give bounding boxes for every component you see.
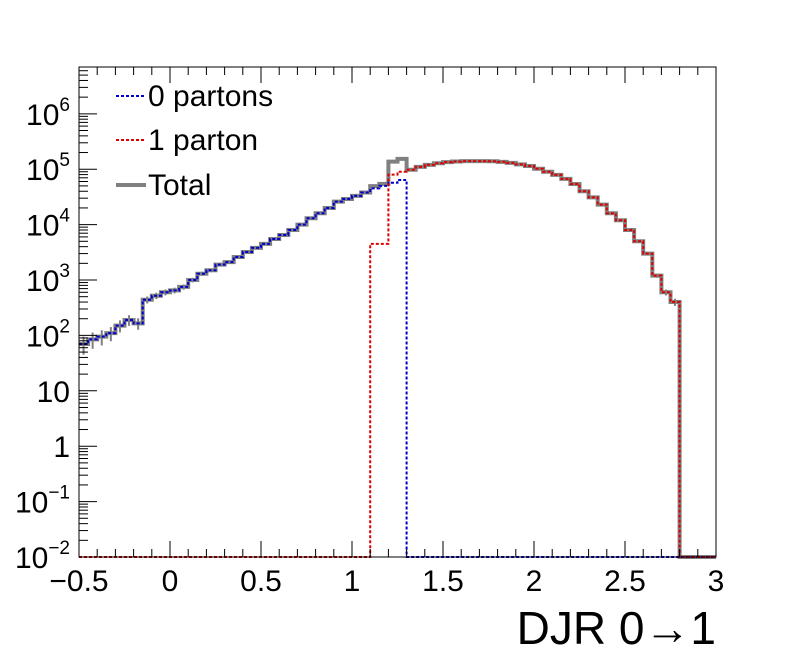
y-tick-label: 104 bbox=[26, 206, 70, 243]
y-tick-label: 106 bbox=[26, 95, 70, 132]
y-tick-label: 10 bbox=[37, 376, 70, 409]
x-tick-label: 3 bbox=[708, 565, 725, 598]
legend-entry-total-label: Total bbox=[148, 169, 211, 202]
x-tick-label: 0.5 bbox=[240, 565, 282, 598]
y-tick-label: 105 bbox=[26, 150, 70, 187]
y-tick-label: 10−2 bbox=[15, 538, 70, 575]
x-tick-label: 0 bbox=[162, 565, 179, 598]
y-tick-label: 10−1 bbox=[15, 483, 70, 520]
series-1-parton-line bbox=[79, 160, 716, 558]
series-total-line bbox=[79, 156, 716, 559]
x-axis-title: DJR 0→1 bbox=[517, 602, 716, 654]
y-tick-label: 103 bbox=[26, 261, 70, 298]
histogram-curves bbox=[79, 156, 716, 559]
plot-frame bbox=[78, 66, 717, 558]
y-tick-labels: 10−2 10−1 1 10 102 103 104 105 106 bbox=[15, 95, 70, 575]
x-tick-labels: −0.5 0 0.5 1 1.5 2 2.5 3 bbox=[49, 565, 724, 598]
legend-entry-1-parton-label: 1 parton bbox=[148, 124, 258, 157]
x-tick-label: 2 bbox=[526, 565, 543, 598]
x-tick-label: −0.5 bbox=[49, 565, 108, 598]
legend: 0 partons 1 parton Total bbox=[116, 80, 273, 202]
x-tick-label: 1.5 bbox=[422, 565, 464, 598]
axis-ticks bbox=[78, 66, 717, 558]
legend-entry-0-partons-label: 0 partons bbox=[148, 80, 273, 113]
y-tick-label: 102 bbox=[26, 316, 70, 353]
series-0-partons-line bbox=[79, 178, 716, 558]
x-tick-label: 2.5 bbox=[604, 565, 646, 598]
x-tick-label: 1 bbox=[344, 565, 361, 598]
y-tick-label: 1 bbox=[53, 431, 70, 464]
